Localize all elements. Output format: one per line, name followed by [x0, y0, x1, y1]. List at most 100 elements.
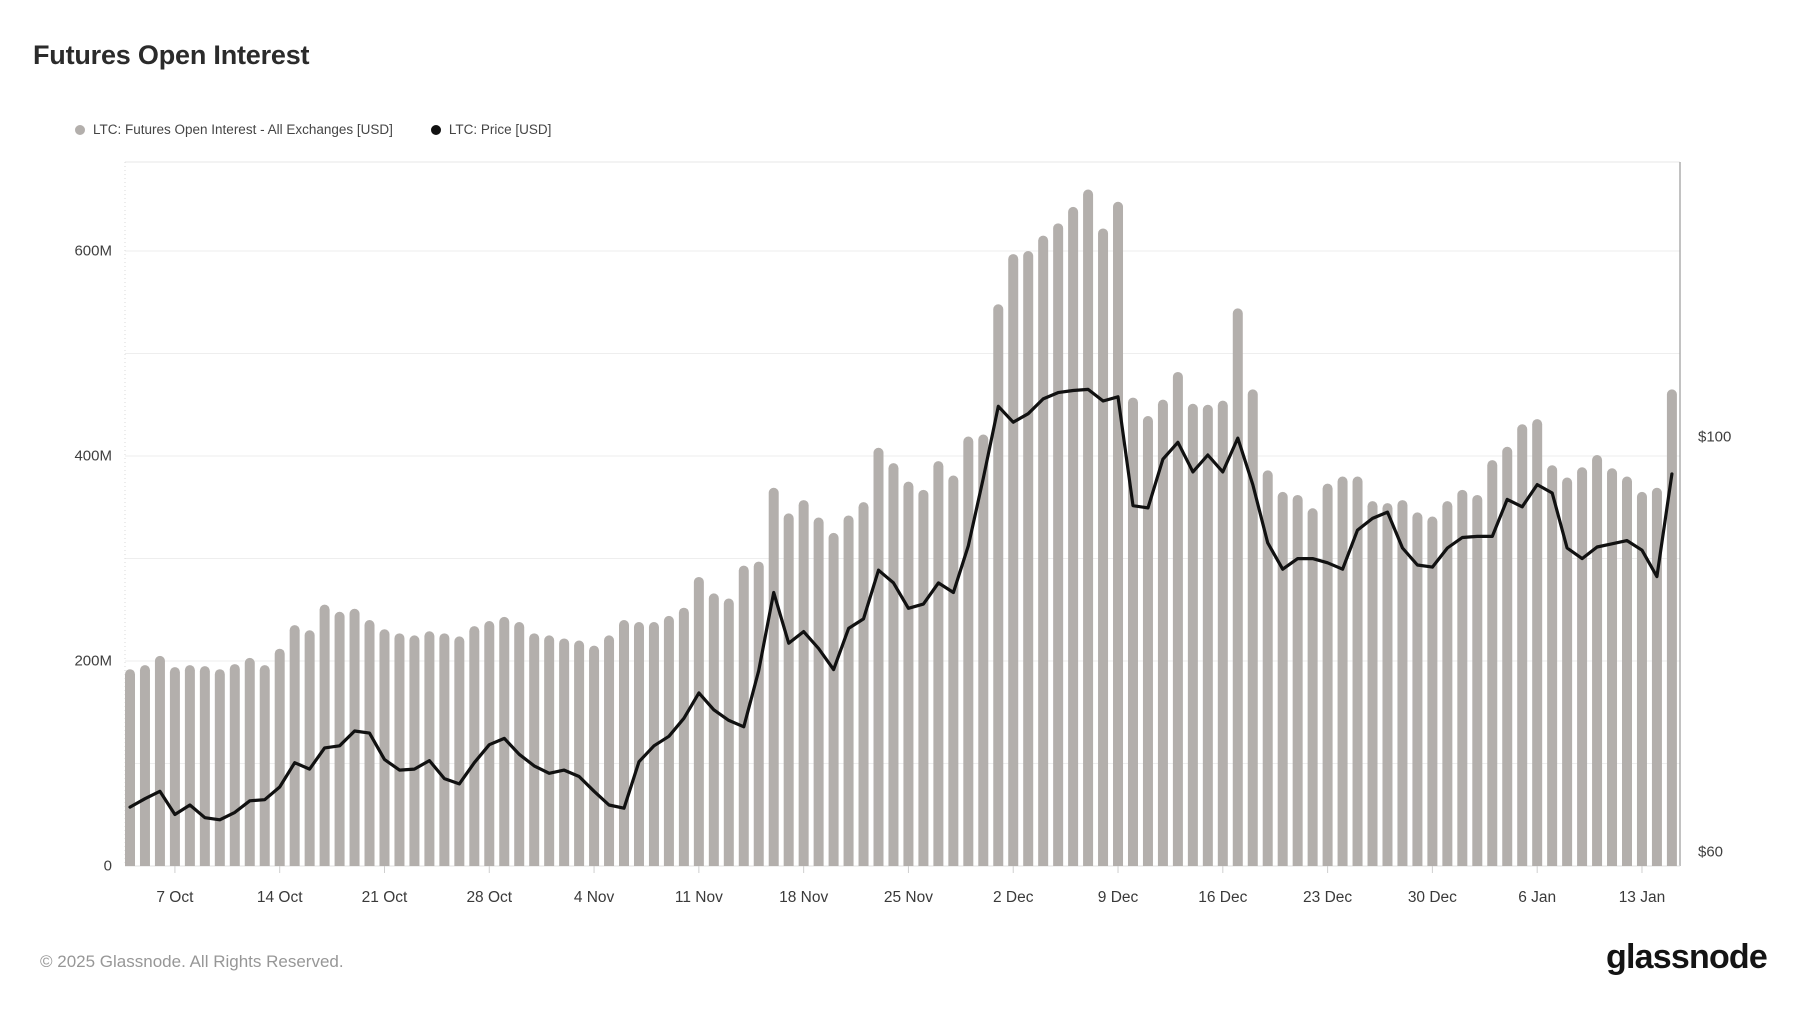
oi-bar[interactable] — [813, 517, 824, 873]
oi-bar[interactable] — [1157, 399, 1168, 872]
oi-bar[interactable] — [1172, 371, 1183, 872]
oi-bar[interactable] — [798, 500, 809, 872]
legend-item-open-interest[interactable]: LTC: Futures Open Interest - All Exchang… — [75, 122, 393, 137]
oi-bar[interactable] — [1038, 235, 1049, 872]
oi-bar[interactable] — [693, 576, 704, 872]
oi-bar[interactable] — [559, 638, 570, 872]
oi-bar[interactable] — [1367, 501, 1378, 872]
oi-bar[interactable] — [139, 665, 150, 872]
oi-bar[interactable] — [1622, 476, 1632, 873]
oi-bar[interactable] — [259, 665, 270, 872]
oi-bar[interactable] — [783, 513, 794, 872]
oi-bar[interactable] — [574, 640, 585, 873]
oi-bar[interactable] — [154, 655, 165, 872]
oi-bar[interactable] — [169, 667, 180, 872]
oi-bar[interactable] — [439, 633, 450, 872]
oi-bar[interactable] — [1187, 403, 1198, 872]
oi-bar[interactable] — [873, 447, 884, 872]
oi-bar[interactable] — [454, 636, 465, 872]
oi-bar[interactable] — [1487, 460, 1498, 872]
oi-bar[interactable] — [993, 304, 1004, 872]
oi-bar[interactable] — [1636, 491, 1647, 872]
oi-bar[interactable] — [184, 665, 195, 872]
oi-bar[interactable] — [1472, 494, 1483, 872]
oi-bar[interactable] — [1202, 404, 1213, 872]
oi-bar[interactable] — [1547, 465, 1558, 872]
oi-bar[interactable] — [1127, 397, 1138, 872]
oi-bar[interactable] — [1098, 228, 1109, 872]
oi-bar[interactable] — [364, 620, 375, 872]
oi-bar[interactable] — [589, 645, 600, 872]
oi-bar[interactable] — [424, 631, 435, 872]
oi-bar[interactable] — [768, 487, 779, 872]
oi-bar[interactable] — [678, 607, 689, 872]
oi-bar[interactable] — [1277, 491, 1288, 872]
oi-bar[interactable] — [1352, 476, 1363, 873]
oi-bar[interactable] — [514, 622, 525, 872]
oi-bar[interactable] — [1262, 470, 1273, 872]
oi-bar[interactable] — [1577, 467, 1588, 872]
oi-bar[interactable] — [738, 565, 749, 872]
oi-bar[interactable] — [888, 463, 899, 872]
oi-bar[interactable] — [1307, 508, 1318, 872]
oi-bar[interactable] — [708, 593, 719, 872]
oi-bar[interactable] — [633, 622, 644, 872]
oi-bar[interactable] — [1292, 494, 1303, 872]
oi-bar[interactable] — [963, 436, 974, 872]
oi-bar[interactable] — [1651, 487, 1662, 872]
oi-bar[interactable] — [843, 515, 854, 872]
oi-bar[interactable] — [828, 532, 839, 872]
oi-bar[interactable] — [244, 657, 255, 872]
oi-bar[interactable] — [1217, 400, 1228, 872]
oi-bar[interactable] — [1113, 201, 1124, 872]
oi-bar[interactable] — [1008, 254, 1019, 872]
oi-bar[interactable] — [349, 608, 360, 872]
oi-bar[interactable] — [1083, 189, 1094, 873]
oi-bar[interactable] — [1382, 503, 1393, 872]
oi-bar[interactable] — [1502, 446, 1513, 872]
oi-bar[interactable] — [1068, 206, 1079, 872]
oi-bar[interactable] — [1666, 389, 1677, 872]
oi-bar[interactable] — [723, 598, 734, 872]
oi-bar[interactable] — [1142, 416, 1153, 872]
oi-bar[interactable] — [1442, 501, 1453, 872]
oi-bar[interactable] — [948, 475, 959, 872]
oi-bar[interactable] — [379, 629, 390, 872]
oi-bar[interactable] — [663, 615, 674, 872]
oi-bar[interactable] — [1023, 251, 1034, 872]
oi-bar[interactable] — [469, 626, 480, 872]
oi-bar[interactable] — [1607, 468, 1618, 872]
oi-bar[interactable] — [499, 616, 510, 872]
oi-bar[interactable] — [1322, 483, 1333, 872]
oi-bar[interactable] — [319, 604, 330, 872]
oi-bar[interactable] — [753, 561, 764, 872]
oi-bar[interactable] — [394, 633, 405, 872]
oi-bar[interactable] — [1232, 308, 1243, 872]
oi-bar[interactable] — [199, 666, 210, 872]
oi-bar[interactable] — [544, 635, 555, 872]
legend-item-price[interactable]: LTC: Price [USD] — [430, 122, 551, 137]
oi-bar[interactable] — [289, 625, 300, 872]
oi-bar[interactable] — [1337, 476, 1348, 873]
oi-bar[interactable] — [1457, 489, 1468, 872]
oi-bar[interactable] — [1562, 477, 1573, 872]
oi-bar[interactable] — [903, 481, 914, 872]
oi-bar[interactable] — [529, 633, 540, 872]
oi-bar[interactable] — [304, 630, 315, 872]
oi-bar[interactable] — [604, 635, 615, 872]
oi-bar[interactable] — [125, 669, 135, 872]
oi-bar[interactable] — [1397, 500, 1408, 872]
oi-bar[interactable] — [933, 461, 944, 872]
oi-bar[interactable] — [858, 502, 869, 872]
oi-bar[interactable] — [229, 664, 240, 872]
oi-bar[interactable] — [1412, 512, 1423, 872]
oi-bar[interactable] — [214, 669, 225, 872]
oi-bar[interactable] — [334, 611, 345, 872]
oi-bar[interactable] — [1592, 454, 1603, 872]
oi-bar[interactable] — [1532, 419, 1543, 872]
oi-bar[interactable] — [619, 620, 630, 872]
oi-bar[interactable] — [978, 434, 989, 872]
oi-bar[interactable] — [1053, 223, 1064, 872]
oi-bar[interactable] — [918, 489, 929, 872]
